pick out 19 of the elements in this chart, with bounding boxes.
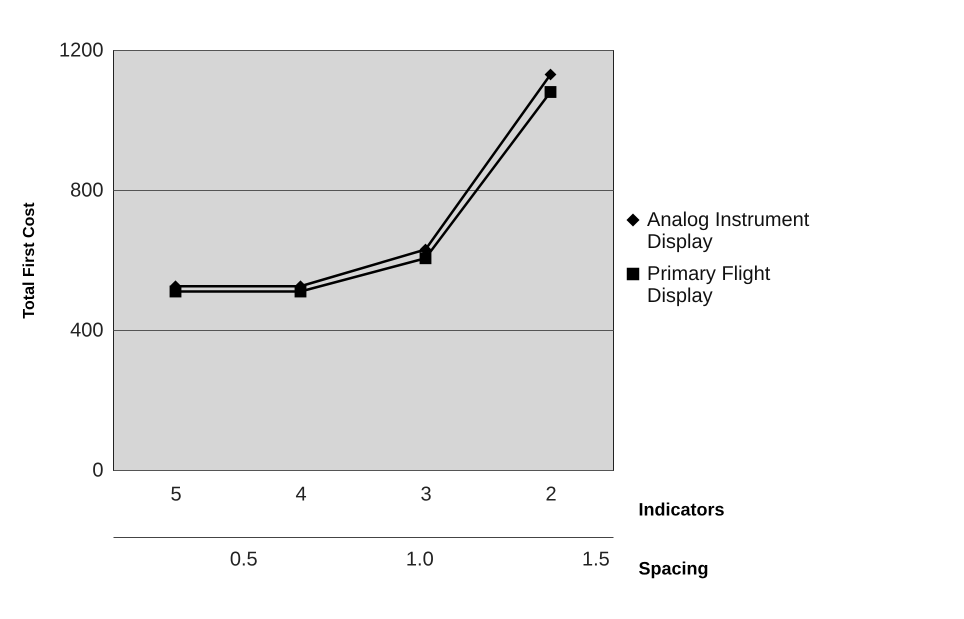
- point: [544, 86, 556, 98]
- y-tick-label: 0: [92, 460, 104, 482]
- y-tick-label: 1200: [59, 40, 104, 62]
- point: [420, 252, 432, 264]
- y-axis-title: Total First Cost: [21, 202, 38, 319]
- y-tick-label: 400: [70, 320, 104, 342]
- x-tick-label: 4: [295, 484, 307, 506]
- x2-tick-label: 1.5: [582, 548, 610, 570]
- x2-tick-label: 0.5: [230, 548, 258, 570]
- x2-tick-label: 1.0: [406, 548, 434, 570]
- x-tick-label: 2: [545, 484, 557, 506]
- legend-label: Analog Instrument Display: [647, 209, 810, 253]
- x-tick-label: 5: [170, 484, 182, 506]
- x2-axis-title: Spacing: [638, 558, 709, 578]
- legend-label: Primary Flight Display: [647, 263, 771, 307]
- point: [544, 68, 556, 80]
- y-tick-label: 800: [70, 180, 104, 202]
- x-axis-title: Indicators: [638, 500, 725, 520]
- x-tick-label: 3: [420, 484, 432, 506]
